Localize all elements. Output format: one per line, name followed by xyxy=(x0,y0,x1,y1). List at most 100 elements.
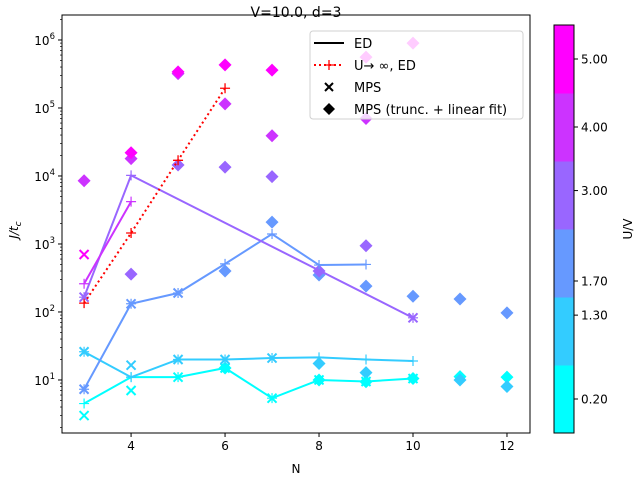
legend-diamond-icon xyxy=(323,103,335,115)
y-axis-label: J/tc xyxy=(7,221,24,240)
plot-frame xyxy=(61,14,531,434)
u-infinity-plus-marker xyxy=(79,298,90,309)
mps-x-marker xyxy=(125,385,137,396)
colorbar-bin xyxy=(554,365,574,434)
mps-fit-diamond-marker xyxy=(359,366,373,380)
mps-x-marker xyxy=(407,373,419,384)
mps-fit-diamond-marker xyxy=(265,129,279,143)
mps-x-marker xyxy=(78,249,90,260)
mps-x-marker xyxy=(78,291,90,303)
x-tick-label: 8 xyxy=(315,439,323,453)
mps-x-marker xyxy=(172,371,184,383)
y-axis-label-main: J/t xyxy=(7,225,21,241)
chart-title: V=10.0, d=3 xyxy=(251,5,342,21)
mps-fit-diamond-marker xyxy=(265,215,279,229)
colorbar-frame xyxy=(553,24,575,434)
axes: 4 6 8 10 12 101 102 103 104 105 106 xyxy=(34,14,531,453)
mps-x-marker xyxy=(78,346,90,357)
legend-label: MPS (trunc. + linear fit) xyxy=(354,103,507,118)
colorbar-label: U/V xyxy=(621,218,635,240)
ed-plus-marker xyxy=(314,260,325,271)
colorbar-tick-label: 1.70 xyxy=(581,275,608,289)
y-tick-label: 103 xyxy=(34,236,55,252)
mps-fit-diamond-marker xyxy=(359,279,373,293)
ed-plus-marker xyxy=(79,278,90,289)
mps-fit-diamond-marker xyxy=(218,58,232,72)
colorbar-tick-label: 0.20 xyxy=(581,393,608,407)
mps-fit-diamond-marker xyxy=(218,97,232,111)
mps-x-marker xyxy=(78,384,90,395)
mps-fit-diamond-marker xyxy=(218,264,232,278)
x-axis-label: N xyxy=(292,462,301,476)
u-infinity-ed-line xyxy=(83,87,226,304)
colorbar: 0.20 1.30 1.70 3.00 4.00 5.00 xyxy=(553,24,608,434)
mps-x-marker xyxy=(407,312,419,324)
u-infinity-plus-marker xyxy=(220,83,231,94)
mps-fit-diamond-marker xyxy=(265,170,279,184)
colorbar-bin xyxy=(554,229,574,298)
mps-fit-diamond-marker xyxy=(218,160,232,174)
mps-fit-diamond-marker xyxy=(77,174,91,188)
colorbar-tick-label: 5.00 xyxy=(581,53,608,67)
mps-fit-diamond-marker xyxy=(500,380,514,394)
mps-x-marker xyxy=(360,376,372,387)
mps-x-marker xyxy=(125,298,137,309)
mps-x-marker xyxy=(125,359,137,371)
y-tick-label: 102 xyxy=(34,304,55,320)
colorbar-bin xyxy=(554,93,574,162)
ed-plus-marker xyxy=(220,258,231,269)
mps-x-marker xyxy=(219,354,231,365)
mps-x-marker xyxy=(266,352,278,364)
mps-fit-diamond-marker xyxy=(453,373,467,387)
mps-fit-diamond-marker xyxy=(265,63,279,77)
colorbar-tick-label: 4.00 xyxy=(581,121,608,135)
legend-label: MPS xyxy=(354,81,381,96)
mps-fit-diamond-marker xyxy=(406,289,420,303)
mps-x-marker xyxy=(78,410,90,421)
ed-plus-marker xyxy=(361,259,372,270)
legend-box xyxy=(309,30,524,120)
mps-x-marker xyxy=(172,354,184,365)
y-tick-label: 101 xyxy=(34,372,55,388)
ed-line-U4 xyxy=(83,201,132,285)
ed-line-U0.2 xyxy=(83,366,414,405)
legend: ED U→ ∞, ED MPS MPS (trunc. + linear fit) xyxy=(309,30,524,120)
legend-label: ED xyxy=(354,37,372,52)
colorbar-bin xyxy=(554,25,574,94)
legend-label: U→ ∞, ED xyxy=(354,59,416,74)
ed-line-U1.3 xyxy=(83,350,414,379)
mps-x-marker xyxy=(219,362,231,374)
y-axis-label-subscript: c xyxy=(14,221,24,226)
mps-fit-diamond-marker xyxy=(312,356,326,370)
ed-plus-marker xyxy=(408,356,418,367)
legend-x-icon xyxy=(324,82,334,92)
x-tick-label: 4 xyxy=(127,439,135,453)
ed-plus-marker xyxy=(126,170,137,181)
mps-x-marker xyxy=(172,287,184,299)
mps-fit-diamond-marker xyxy=(500,306,514,320)
y-tick-label: 104 xyxy=(34,168,55,184)
ed-plus-marker xyxy=(267,229,278,240)
mps-x-marker xyxy=(313,374,325,386)
mps-fit-diamond-marker xyxy=(453,292,467,306)
ed-plus-marker xyxy=(79,398,90,409)
u-infinity-plus-marker xyxy=(173,155,184,166)
colorbar-bin xyxy=(554,161,574,230)
colorbar-tick-label: 3.00 xyxy=(581,184,608,198)
plot-marks xyxy=(77,36,514,421)
mps-fit-diamond-marker xyxy=(171,65,185,79)
ed-plus-marker xyxy=(126,196,137,207)
mps-x-marker xyxy=(266,392,278,404)
mps-fit-diamond-marker xyxy=(124,267,138,281)
x-tick-label: 10 xyxy=(405,439,420,453)
ed-plus-marker xyxy=(361,354,372,365)
y-tick-label: 106 xyxy=(34,32,55,48)
mps-fit-diamond-marker xyxy=(124,146,138,160)
y-tick-label: 105 xyxy=(34,100,55,116)
ed-plus-marker xyxy=(314,352,325,363)
colorbar-bin xyxy=(554,297,574,366)
ed-plus-marker xyxy=(126,372,137,383)
legend-plus-icon xyxy=(324,60,334,70)
mps-fit-diamond-marker xyxy=(500,370,514,384)
